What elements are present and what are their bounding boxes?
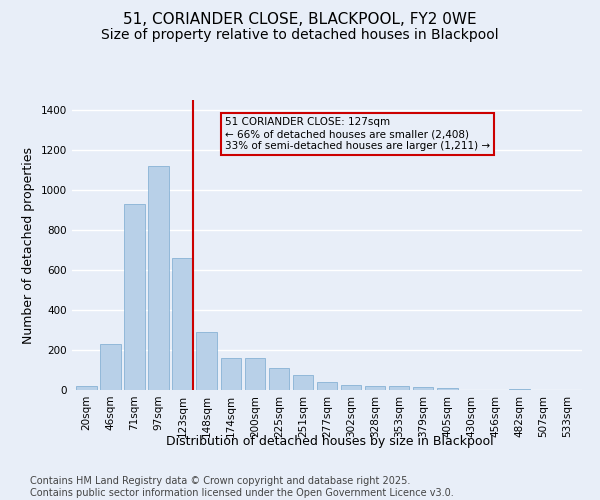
- Bar: [100, 344, 121, 390]
- Bar: [341, 385, 361, 390]
- Bar: [172, 258, 193, 390]
- Bar: [76, 386, 97, 390]
- Bar: [413, 387, 433, 390]
- Bar: [317, 382, 337, 390]
- Text: 51, CORIANDER CLOSE, BLACKPOOL, FY2 0WE: 51, CORIANDER CLOSE, BLACKPOOL, FY2 0WE: [123, 12, 477, 28]
- Bar: [389, 386, 409, 390]
- Bar: [509, 389, 530, 390]
- Bar: [148, 166, 169, 390]
- Y-axis label: Number of detached properties: Number of detached properties: [22, 146, 35, 344]
- Bar: [293, 375, 313, 390]
- Bar: [269, 368, 289, 390]
- Bar: [437, 388, 458, 390]
- Text: Size of property relative to detached houses in Blackpool: Size of property relative to detached ho…: [101, 28, 499, 42]
- Bar: [365, 386, 385, 390]
- Bar: [221, 358, 241, 390]
- Bar: [124, 204, 145, 390]
- Text: Distribution of detached houses by size in Blackpool: Distribution of detached houses by size …: [166, 435, 494, 448]
- Bar: [196, 332, 217, 390]
- Bar: [245, 358, 265, 390]
- Text: Contains HM Land Registry data © Crown copyright and database right 2025.
Contai: Contains HM Land Registry data © Crown c…: [30, 476, 454, 498]
- Text: 51 CORIANDER CLOSE: 127sqm
← 66% of detached houses are smaller (2,408)
33% of s: 51 CORIANDER CLOSE: 127sqm ← 66% of deta…: [225, 118, 490, 150]
